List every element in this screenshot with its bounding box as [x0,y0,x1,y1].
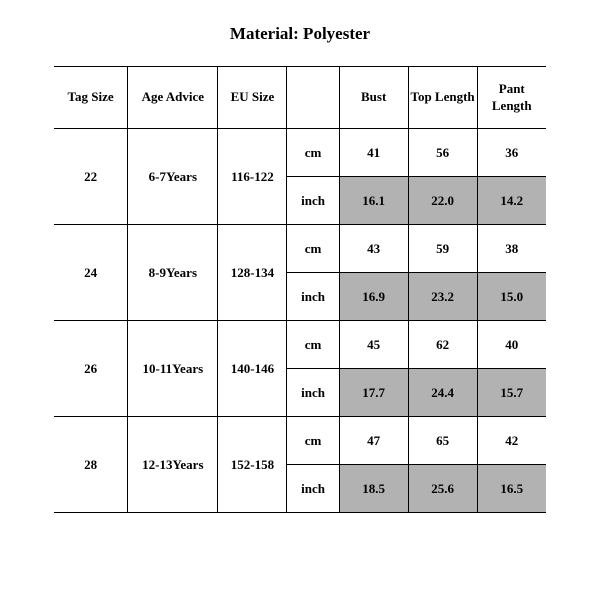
cell-pant-cm: 42 [477,417,546,465]
cell-bust-cm: 47 [339,417,408,465]
table-header-row: Tag Size Age Advice EU Size Bust Top Len… [54,67,546,129]
col-age-advice: Age Advice [128,67,218,129]
cell-pant-cm: 40 [477,321,546,369]
col-eu-size: EU Size [218,67,287,129]
cell-pant-cm: 36 [477,129,546,177]
cell-bust-inch: 16.9 [339,273,408,321]
cell-unit-cm: cm [287,129,339,177]
cell-tag: 22 [54,129,128,225]
cell-unit-inch: inch [287,465,339,513]
cell-tag: 28 [54,417,128,513]
cell-unit-inch: inch [287,177,339,225]
table-row: 28 12-13Years 152-158 cm 47 65 42 [54,417,546,465]
cell-top-cm: 65 [408,417,477,465]
page-title: Material: Polyester [0,0,600,66]
cell-unit-cm: cm [287,321,339,369]
cell-unit-inch: inch [287,273,339,321]
cell-bust-inch: 18.5 [339,465,408,513]
cell-top-cm: 59 [408,225,477,273]
cell-eu: 128-134 [218,225,287,321]
cell-tag: 24 [54,225,128,321]
cell-bust-cm: 41 [339,129,408,177]
cell-unit-cm: cm [287,225,339,273]
cell-unit-inch: inch [287,369,339,417]
cell-top-cm: 56 [408,129,477,177]
cell-top-inch: 25.6 [408,465,477,513]
cell-bust-inch: 17.7 [339,369,408,417]
col-top-length: Top Length [408,67,477,129]
col-unit [287,67,339,129]
cell-top-cm: 62 [408,321,477,369]
col-tag-size: Tag Size [54,67,128,129]
cell-age: 6-7Years [128,129,218,225]
cell-bust-inch: 16.1 [339,177,408,225]
cell-top-inch: 22.0 [408,177,477,225]
cell-pant-inch: 15.0 [477,273,546,321]
cell-age: 8-9Years [128,225,218,321]
cell-eu: 140-146 [218,321,287,417]
table-row: 26 10-11Years 140-146 cm 45 62 40 [54,321,546,369]
cell-pant-cm: 38 [477,225,546,273]
cell-pant-inch: 14.2 [477,177,546,225]
cell-top-inch: 24.4 [408,369,477,417]
size-table: Tag Size Age Advice EU Size Bust Top Len… [54,66,546,513]
size-table-wrap: Tag Size Age Advice EU Size Bust Top Len… [0,66,600,513]
cell-pant-inch: 16.5 [477,465,546,513]
table-row: 24 8-9Years 128-134 cm 43 59 38 [54,225,546,273]
cell-bust-cm: 45 [339,321,408,369]
col-pant-length: Pant Length [477,67,546,129]
cell-pant-inch: 15.7 [477,369,546,417]
cell-age: 10-11Years [128,321,218,417]
cell-eu: 116-122 [218,129,287,225]
cell-tag: 26 [54,321,128,417]
col-bust: Bust [339,67,408,129]
cell-eu: 152-158 [218,417,287,513]
cell-bust-cm: 43 [339,225,408,273]
cell-unit-cm: cm [287,417,339,465]
cell-age: 12-13Years [128,417,218,513]
table-row: 22 6-7Years 116-122 cm 41 56 36 [54,129,546,177]
cell-top-inch: 23.2 [408,273,477,321]
